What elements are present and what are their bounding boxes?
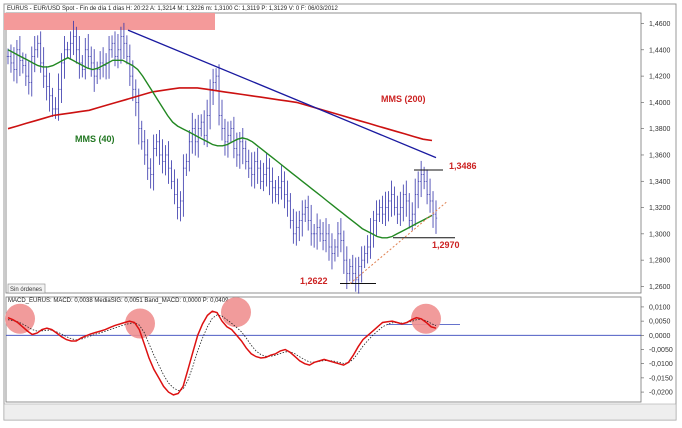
price-ytick-label: 1,2600 <box>649 284 671 291</box>
price-ytick-label: 1,4200 <box>649 74 671 81</box>
macd-highlight-circle <box>5 303 35 334</box>
price-ytick-label: 1,4000 <box>649 100 671 107</box>
macd-lines <box>5 297 441 396</box>
macd-panel <box>5 296 642 403</box>
macd-ytick-label: 0,0050 <box>649 319 671 326</box>
price-panel <box>5 12 642 294</box>
macd-highlight-circle <box>411 303 441 334</box>
price-ytick-label: 1,3600 <box>649 152 671 159</box>
price-ytick-label: 1,4600 <box>649 21 671 28</box>
timeline-scrollbar[interactable] <box>3 403 677 421</box>
macd-line <box>7 310 437 396</box>
mms200-line <box>7 87 433 142</box>
price-header: EURUS - EUR/USD Spot - Fin de día 1 días… <box>7 6 339 12</box>
price-ytick-label: 1,3400 <box>649 179 671 186</box>
high-label: 1,3486 <box>449 161 477 171</box>
mms40-label: MMS (40) <box>75 134 115 144</box>
price-ytick-label: 1,4400 <box>649 47 671 54</box>
header-highlight <box>4 13 215 30</box>
rising-support-line <box>349 201 448 284</box>
macd-ytick-label: 0,0000 <box>649 333 671 340</box>
macd-ytick-label: -0,0200 <box>649 390 673 397</box>
price-ytick-label: 1,2800 <box>649 258 671 265</box>
price-ytick-label: 1,3200 <box>649 205 671 212</box>
sin-ordenes-button[interactable] <box>7 283 46 294</box>
support-label: 1,2970 <box>432 240 460 250</box>
macd-highlight-circle <box>125 308 155 339</box>
macd-ytick-label: -0,0050 <box>649 347 673 354</box>
mms40-line <box>7 49 433 239</box>
mms200-label: MMS (200) <box>381 94 426 104</box>
price-lines <box>7 29 455 285</box>
macd-header: MACD_EURUS: MACD: 0,0038 MediaSIG: 0,005… <box>8 298 229 304</box>
price-axis: 1,2600 1,2800 1,3000 1,3200 1,3400 1,3600 1,38… <box>641 21 671 291</box>
macd-highlight-circle <box>221 297 251 328</box>
sin-ordenes-label: Sin órdenes <box>10 287 42 293</box>
macd-axis: 0,0100 0,0050 0,0000 -0,0050 -0,0100 -0,0150 -… <box>641 304 673 397</box>
low-label: 1,2622 <box>300 276 328 286</box>
price-ytick-label: 1,3800 <box>649 126 671 133</box>
downtrend-line <box>127 29 437 159</box>
price-ytick-label: 1,3000 <box>649 231 671 238</box>
macd-ytick-label: 0,0100 <box>649 304 671 311</box>
macd-ytick-label: -0,0150 <box>649 375 673 382</box>
macd-ytick-label: -0,0100 <box>649 361 673 368</box>
price-bars <box>6 20 438 294</box>
